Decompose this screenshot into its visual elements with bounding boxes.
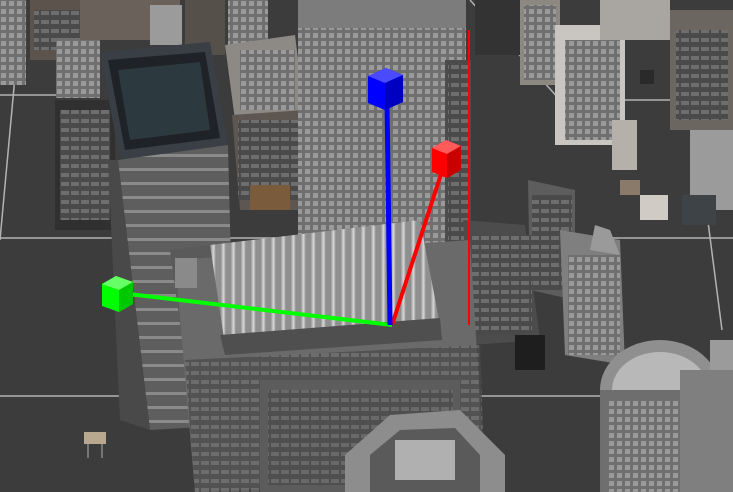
x-axis-line[interactable]	[390, 164, 446, 326]
building-bottom-right	[600, 340, 733, 492]
building-bottom-center	[345, 410, 505, 492]
transform-gizmo[interactable]	[102, 68, 461, 327]
building-central-selected[interactable]	[170, 220, 485, 492]
z-axis-cube-handle-icon[interactable]	[368, 68, 403, 110]
building-right-cluster	[463, 180, 625, 370]
y-axis-cube-handle-icon[interactable]	[102, 276, 133, 312]
x-axis-cube-handle-icon[interactable]	[432, 140, 461, 178]
street-sign	[84, 432, 106, 458]
z-axis-line[interactable]	[384, 99, 393, 326]
building-mid-left	[225, 35, 307, 210]
y-axis-line[interactable]	[119, 291, 393, 327]
building-far-right	[475, 0, 733, 225]
